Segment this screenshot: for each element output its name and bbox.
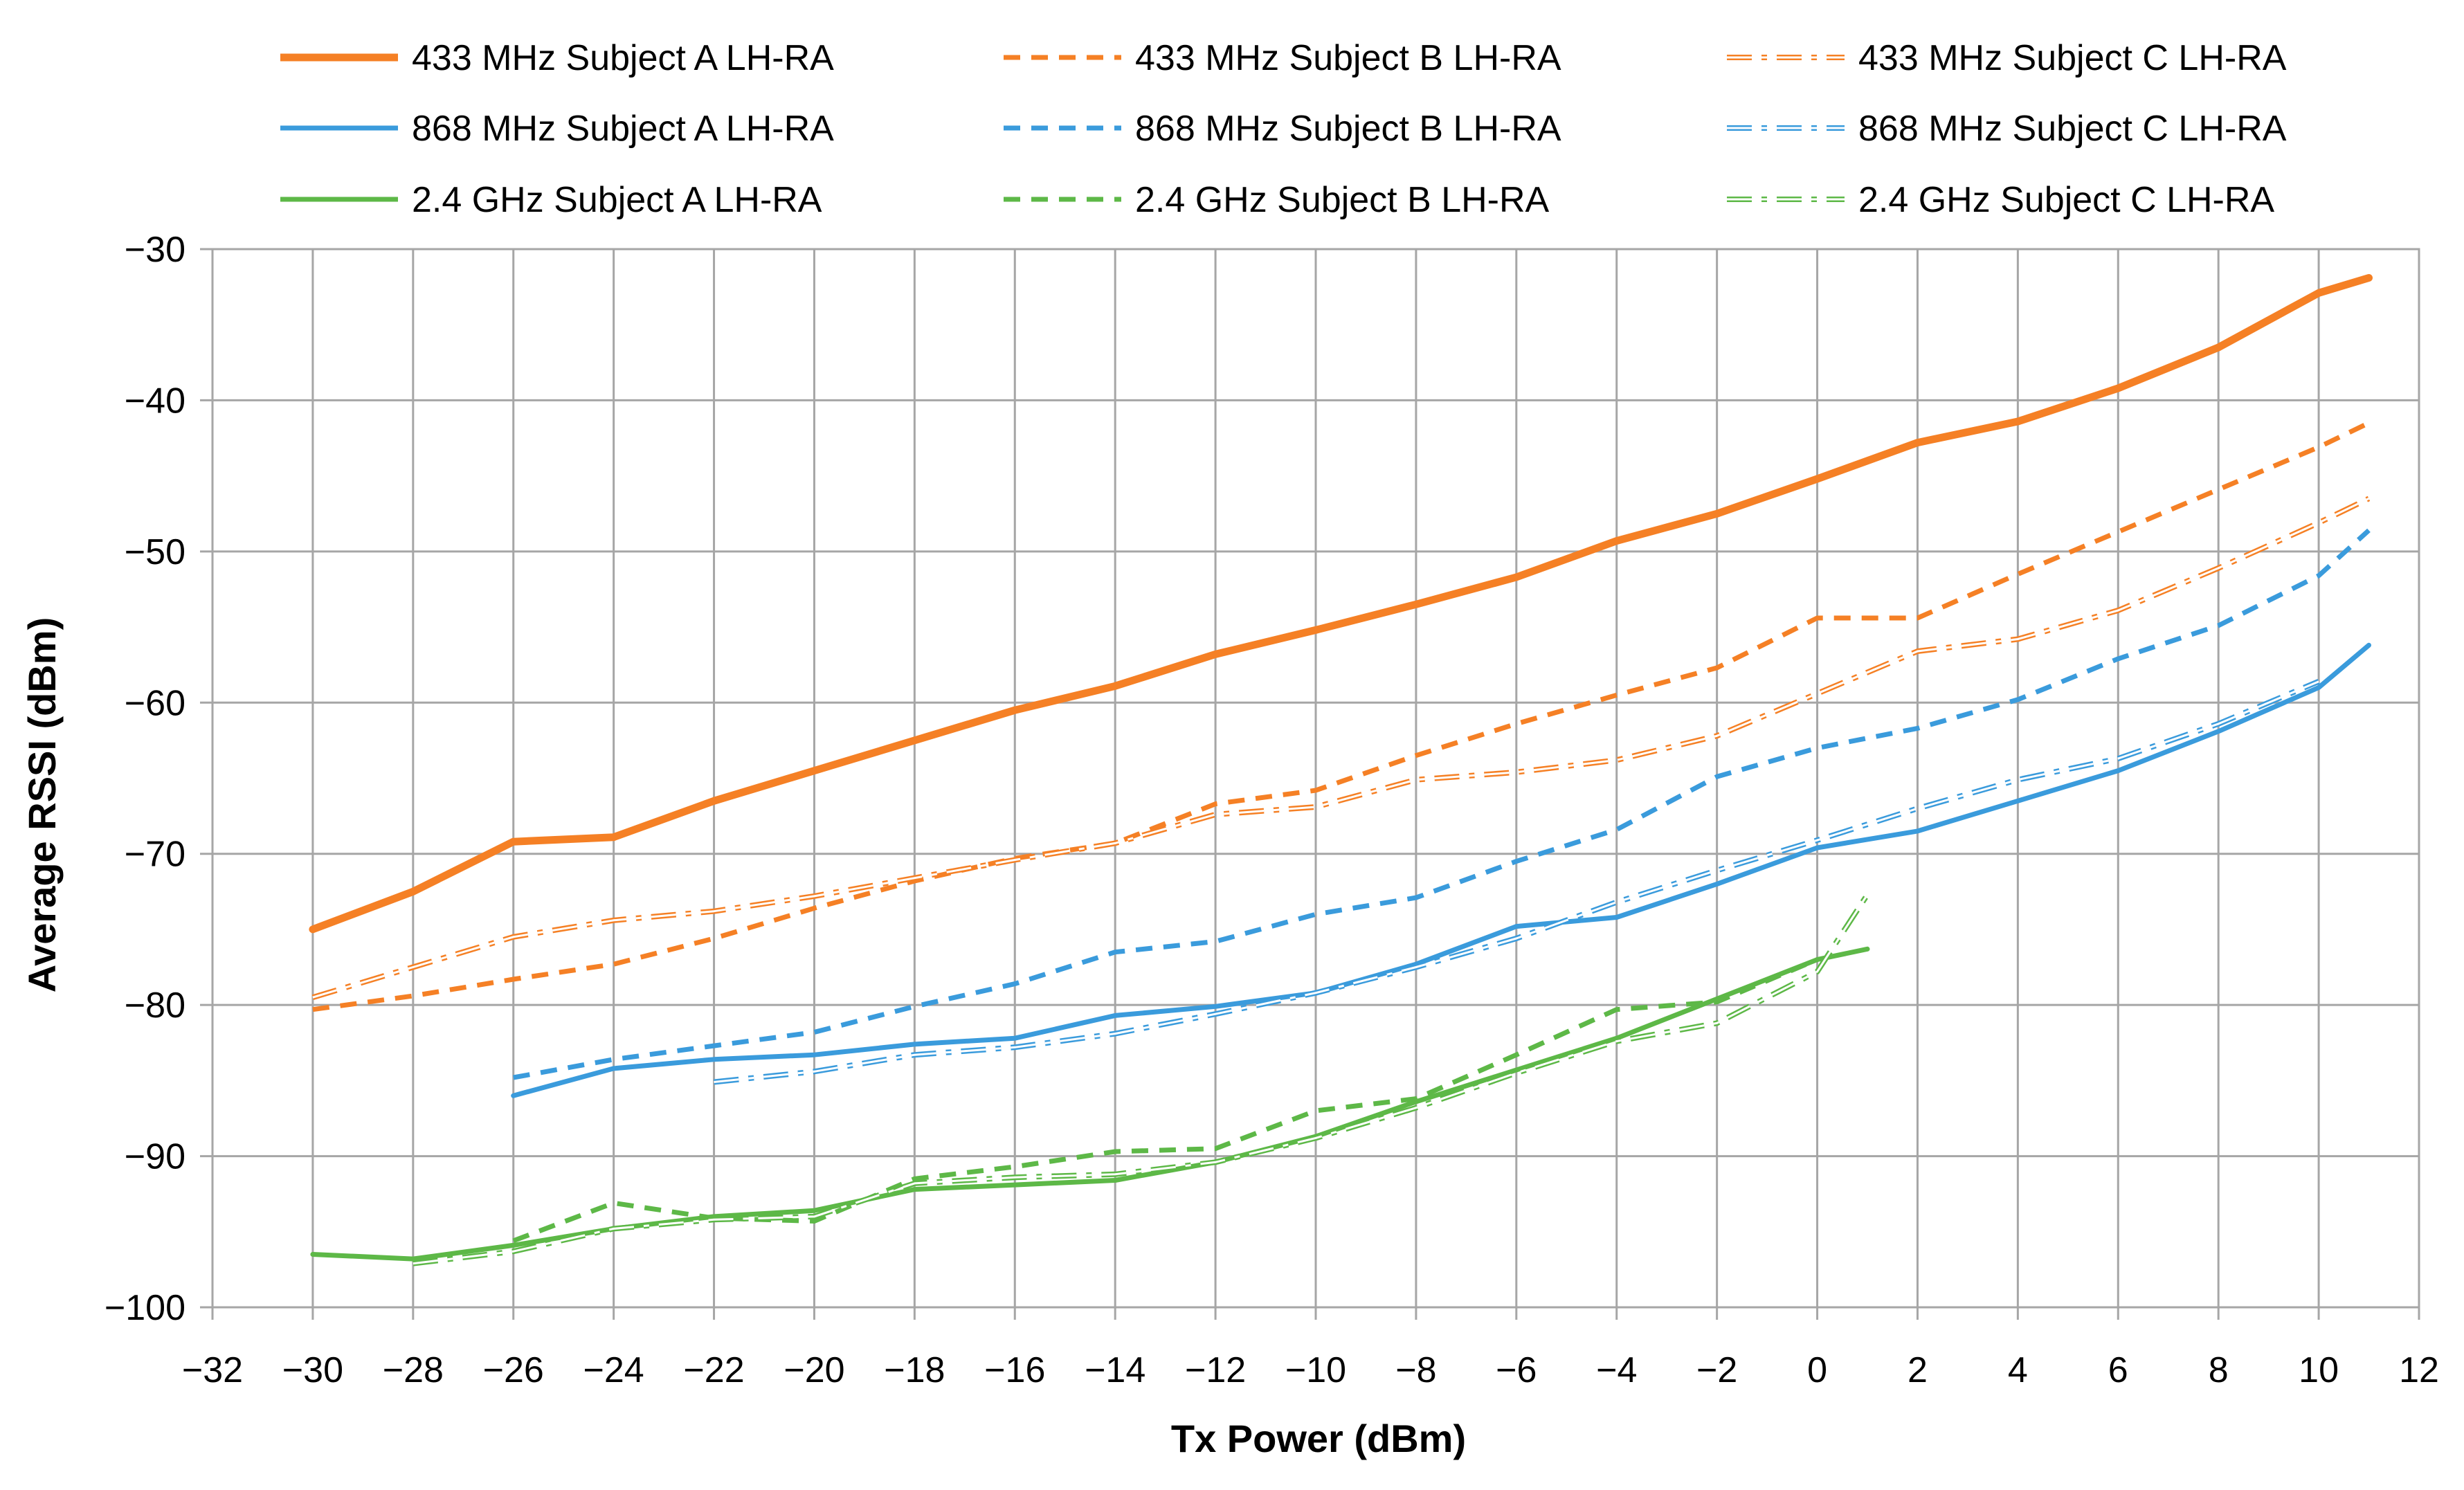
x-tick-label: −6 [1496, 1350, 1537, 1390]
legend-entry: 2.4 GHz Subject B LH-RA [1004, 180, 1550, 220]
x-tick-label: 0 [1807, 1350, 1827, 1390]
x-axis-title: Tx Power (dBm) [1171, 1417, 1466, 1460]
y-tick-label: −40 [125, 381, 185, 421]
y-tick-label: −90 [125, 1137, 185, 1177]
legend-label: 433 MHz Subject C LH-RA [1858, 38, 2287, 78]
series-polyline [413, 893, 1869, 1265]
series-polyline [312, 498, 2370, 999]
series-line [413, 893, 1870, 1266]
y-axis-title: Average RSSI (dBm) [20, 617, 64, 993]
series-polyline [513, 528, 2371, 1080]
legend-label: 433 MHz Subject A LH-RA [412, 38, 834, 78]
legend: 433 MHz Subject A LH-RA 433 MHz Subject B… [280, 38, 2287, 220]
legend-label: 868 MHz Subject C LH-RA [1858, 109, 2287, 149]
series-line [511, 642, 2371, 1098]
series-polyline [310, 946, 1870, 1262]
y-tick-label: −80 [125, 985, 185, 1026]
y-tick-label: −60 [125, 683, 185, 723]
plot-area-frame [211, 248, 2420, 1309]
x-tick-label: 10 [2299, 1350, 2339, 1390]
x-tick-label: −4 [1596, 1350, 1637, 1390]
gridlines [200, 248, 2420, 1320]
series-line [312, 421, 2371, 1012]
legend-entry: 433 MHz Subject B LH-RA [1004, 38, 1561, 78]
legend-entry: 868 MHz Subject B LH-RA [1004, 109, 1561, 149]
x-tick-label: −26 [483, 1350, 544, 1390]
legend-entry: 868 MHz Subject C LH-RA [1727, 109, 2287, 149]
legend-label: 2.4 GHz Subject B LH-RA [1135, 180, 1550, 220]
legend-entry: 433 MHz Subject C LH-RA [1727, 38, 2287, 78]
series-line [513, 528, 2371, 1080]
legend-label: 868 MHz Subject B LH-RA [1135, 109, 1561, 149]
x-axis-tick-labels: −32 −30 −28 −26 −24 −22 −20 −18 −16 −14 −12 −10 −8 −6… [182, 1350, 2439, 1390]
x-tick-label: −18 [884, 1350, 945, 1390]
y-tick-label: −100 [105, 1288, 185, 1328]
legend-label: 868 MHz Subject A LH-RA [412, 109, 834, 149]
series-line [512, 957, 1818, 1244]
legend-entry: 868 MHz Subject A LH-RA [280, 109, 834, 149]
x-tick-label: 8 [2209, 1350, 2229, 1390]
x-tick-label: −14 [1085, 1350, 1145, 1390]
x-tick-label: −12 [1185, 1350, 1246, 1390]
series-layer [309, 274, 2373, 1266]
series-polyline [511, 642, 2371, 1098]
x-tick-label: −22 [683, 1350, 744, 1390]
series-line [311, 496, 2371, 1001]
y-axis-tick-labels: −100 −90 −80 −70 −60 −50 −40 −30 [105, 230, 185, 1328]
legend-label: 2.4 GHz Subject C LH-RA [1858, 180, 2274, 220]
legend-entry: 2.4 GHz Subject A LH-RA [280, 180, 822, 220]
x-tick-label: 4 [2008, 1350, 2028, 1390]
series-line [714, 679, 2320, 1085]
x-tick-label: 12 [2399, 1350, 2439, 1390]
y-tick-label: −30 [125, 230, 185, 270]
x-tick-label: −8 [1395, 1350, 1436, 1390]
y-tick-label: −70 [125, 835, 185, 875]
series-line [310, 946, 1870, 1262]
series-polyline [309, 274, 2373, 934]
x-tick-label: −32 [182, 1350, 243, 1390]
series-polyline [714, 680, 2319, 1083]
legend-entry: 433 MHz Subject A LH-RA [280, 38, 834, 78]
x-tick-label: −10 [1285, 1350, 1346, 1390]
x-tick-label: −16 [984, 1350, 1045, 1390]
x-tick-label: −30 [282, 1350, 343, 1390]
series-polyline [512, 957, 1818, 1244]
legend-entry: 2.4 GHz Subject C LH-RA [1727, 180, 2274, 220]
x-tick-label: 6 [2108, 1350, 2128, 1390]
y-tick-label: −50 [125, 532, 185, 572]
series-polyline [311, 496, 2371, 1001]
legend-label: 2.4 GHz Subject A LH-RA [412, 180, 822, 220]
x-tick-label: 2 [1908, 1350, 1928, 1390]
x-tick-label: −20 [783, 1350, 844, 1390]
x-tick-label: −24 [583, 1350, 644, 1390]
series-polyline [312, 421, 2371, 1012]
x-tick-label: −28 [383, 1350, 444, 1390]
x-tick-label: −2 [1696, 1350, 1737, 1390]
legend-label: 433 MHz Subject B LH-RA [1135, 38, 1561, 78]
series-line [309, 274, 2373, 934]
